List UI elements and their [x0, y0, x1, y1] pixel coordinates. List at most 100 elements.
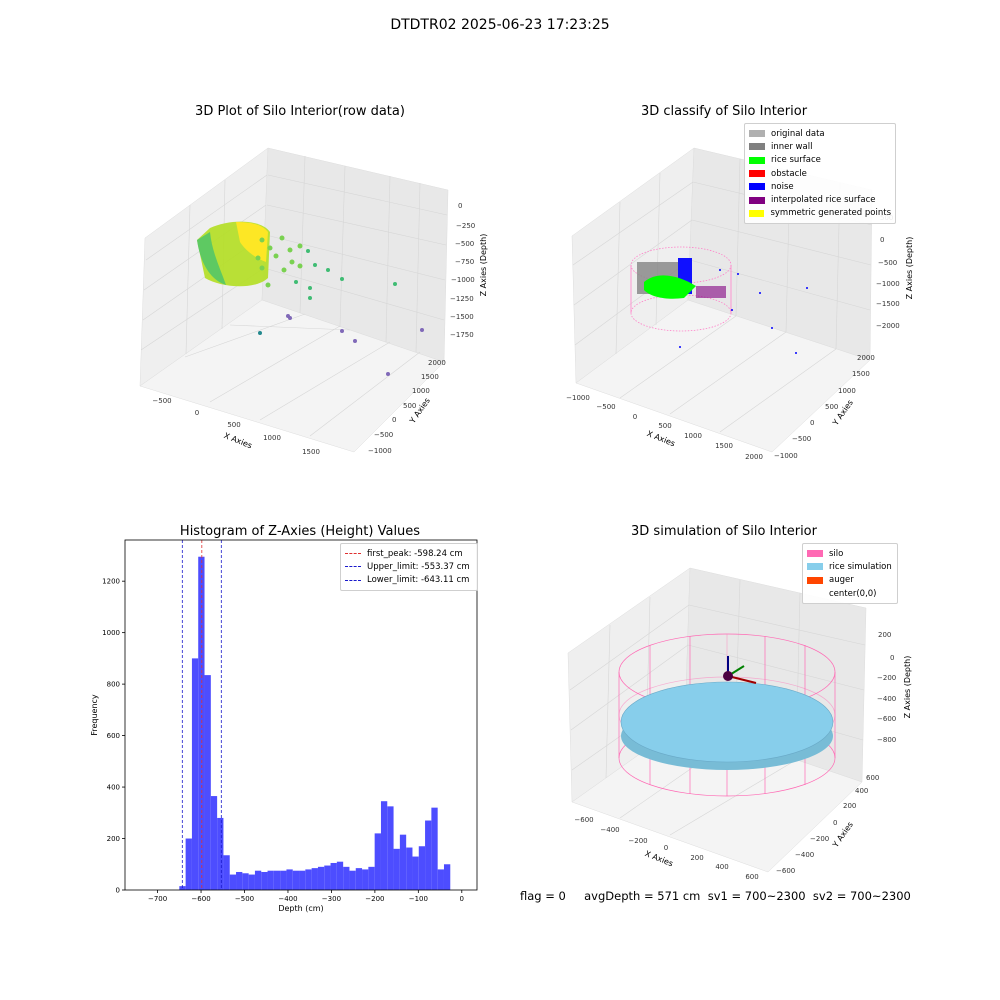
- legend-label: silo: [829, 548, 844, 559]
- p4-ytick: 600: [866, 774, 879, 782]
- p2-xtick: 1500: [715, 442, 733, 450]
- y-tick-label: 0: [116, 887, 120, 895]
- p4-zlabel: Z Axies (Depth): [903, 656, 912, 719]
- legend-label: rice surface: [771, 155, 821, 166]
- histogram-bar: [362, 869, 369, 890]
- p4-ztick: −800: [877, 736, 896, 744]
- histogram-x-ticks: −700 −600 −500 −400 −300 −200 −100 0: [148, 890, 464, 903]
- legend-label: Upper_limit: -553.37 cm: [367, 561, 470, 572]
- p2-xtick: −500: [596, 403, 615, 411]
- legend-entry: symmetric generated points: [749, 207, 891, 220]
- histogram-bar: [425, 820, 432, 890]
- histogram-bar: [236, 871, 243, 890]
- histogram-bar: [387, 806, 394, 890]
- histogram-bar: [374, 833, 381, 890]
- p1-ylabel: Y Axies: [407, 396, 432, 426]
- histogram-bar: [355, 868, 363, 890]
- histogram-ylabel: Frequency: [90, 694, 99, 736]
- legend-swatch: [749, 143, 765, 151]
- x-tick-label: −500: [235, 895, 254, 903]
- p4-xlabel: X Axies: [644, 849, 675, 868]
- legend-swatch: [749, 196, 765, 204]
- legend-swatch: [345, 553, 361, 555]
- x-tick-label: 0: [460, 895, 464, 903]
- panel4-ticks: −600 −400 −200 0 200 400 600 −600 −400 −…: [574, 631, 896, 881]
- p4-xtick: 400: [715, 863, 728, 871]
- x-tick-label: −700: [148, 895, 167, 903]
- histogram-bar: [254, 870, 262, 890]
- panel2-legend: original data inner wall rice surface ob…: [744, 123, 896, 225]
- histogram-bar: [431, 807, 438, 890]
- legend-swatch: [807, 563, 823, 571]
- p4-xtick: −600: [574, 816, 593, 824]
- p2-zlabel: Z Axies (Depth): [905, 237, 914, 300]
- histogram-bar: [286, 869, 293, 890]
- p4-xtick: 0: [664, 844, 668, 852]
- legend-entry: center(0,0): [807, 587, 893, 600]
- legend-label: inner wall: [771, 141, 813, 152]
- panel2-title: 3D classify of Silo Interior: [640, 104, 808, 119]
- figure-title: DTDTR02 2025-06-23 17:23:25: [390, 17, 610, 33]
- legend-swatch: [749, 156, 765, 164]
- legend-label: first_peak: -598.24 cm: [367, 548, 463, 559]
- y-tick-label: 200: [107, 835, 120, 843]
- p1-ztick: −250: [456, 222, 475, 230]
- y-tick-label: 600: [107, 732, 120, 740]
- histogram-bar: [399, 834, 407, 890]
- panel2-point-cloud: [630, 246, 808, 354]
- legend-label: noise: [771, 181, 794, 192]
- p2-ztick: −2000: [876, 322, 900, 330]
- p2-ztick: −500: [878, 259, 897, 267]
- histogram-bar: [299, 870, 306, 890]
- histogram-bar: [418, 846, 426, 890]
- histogram-bar: [261, 871, 268, 890]
- panel3-title: Histogram of Z-Axies (Height) Values: [179, 524, 421, 539]
- panel4-title: 3D simulation of Silo Interior: [631, 524, 817, 539]
- p2-ytick: 2000: [857, 354, 875, 362]
- panel1-point-cloud: [197, 221, 424, 376]
- p2-xtick: 0: [633, 413, 637, 421]
- panel2-axes-box: [571, 147, 873, 453]
- histogram-bar: [267, 870, 274, 890]
- histogram-bar: [349, 870, 356, 890]
- histogram-frame: [124, 539, 478, 891]
- histogram-bar: [223, 855, 230, 890]
- p2-xtick: 1000: [684, 432, 702, 440]
- p4-ytick: 200: [843, 802, 856, 810]
- histogram-xlabel: Depth (cm): [278, 904, 323, 913]
- histogram-bar: [443, 864, 451, 890]
- panel1-3d-plot: −500 0 500 1000 1500 −1000 −500 0 500 10…: [139, 147, 488, 456]
- legend-swatch: [345, 566, 361, 568]
- x-tick-label: −200: [365, 895, 384, 903]
- legend-swatch: [749, 130, 765, 138]
- histogram-bar: [380, 801, 388, 890]
- histogram-bar: [185, 838, 192, 890]
- histogram-bar: [248, 874, 255, 890]
- histogram-bar: [437, 869, 444, 890]
- rice-simulation-surface: [620, 681, 834, 770]
- p1-ytick: 500: [403, 402, 416, 410]
- p1-ztick: −1500: [450, 313, 474, 321]
- panel4-legend: silo rice simulation auger center(0,0): [802, 543, 898, 605]
- y-tick-label: 1200: [102, 578, 120, 586]
- legend-swatch: [749, 170, 765, 178]
- p1-ytick: −1000: [368, 447, 392, 455]
- p1-ytick: 0: [392, 416, 396, 424]
- y-tick-label: 1000: [102, 629, 120, 637]
- p4-ytick: −600: [776, 867, 795, 875]
- legend-label: original data: [771, 128, 825, 139]
- p2-ytick: −500: [792, 435, 811, 443]
- histogram-bar: [406, 847, 413, 890]
- histogram-bar: [191, 658, 199, 890]
- p2-ztick: −1500: [876, 300, 900, 308]
- p2-ytick: 1500: [852, 370, 870, 378]
- legend-entry: silo: [807, 547, 893, 560]
- p1-ztick: −1250: [450, 295, 474, 303]
- legend-swatch: [807, 576, 823, 584]
- histogram-bar: [317, 866, 325, 890]
- y-tick-label: 400: [107, 784, 120, 792]
- histogram-bar: [273, 870, 281, 890]
- legend-entry: rice simulation: [807, 560, 893, 573]
- p2-ztick: −1000: [876, 280, 900, 288]
- histogram-y-ticks: 0 200 400 600 800 1000 1200: [102, 578, 125, 895]
